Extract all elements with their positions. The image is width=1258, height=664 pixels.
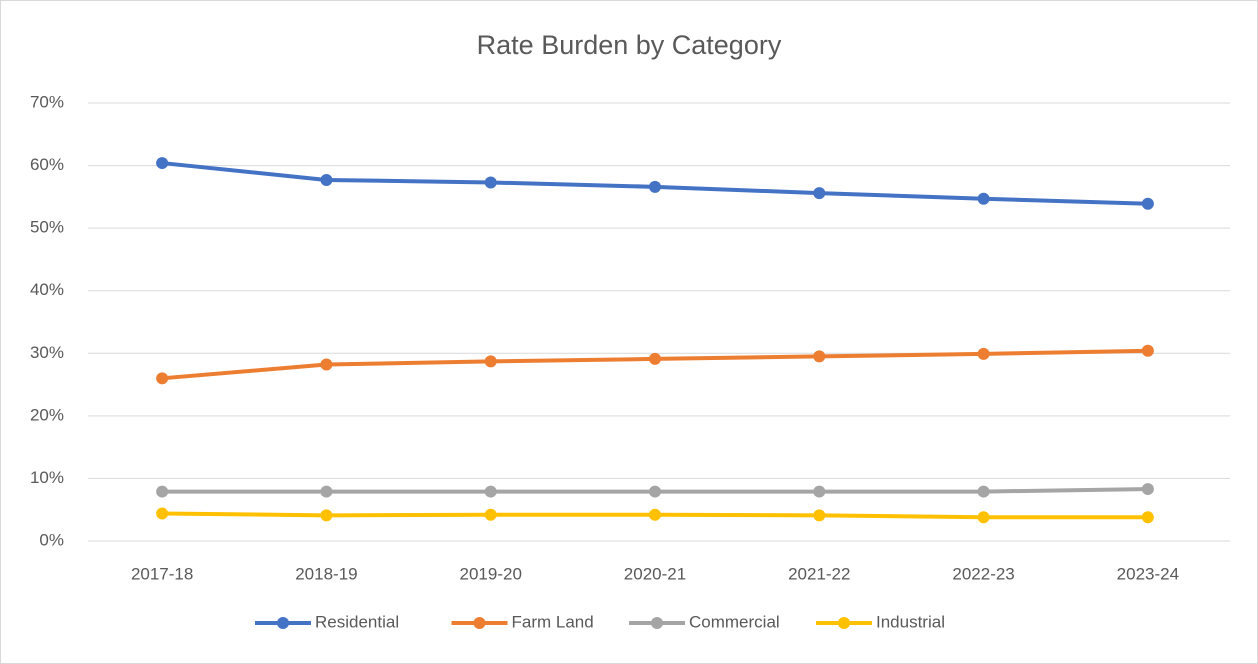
legend-marker [838, 617, 850, 629]
data-point [977, 485, 990, 498]
data-point [484, 176, 497, 189]
legend-marker [651, 617, 663, 629]
data-point [977, 347, 990, 360]
data-point [320, 358, 333, 371]
x-tick-label: 2020-21 [624, 564, 686, 583]
x-tick-label: 2021-22 [788, 564, 850, 583]
y-tick-label: 50% [30, 218, 64, 237]
data-point [1141, 511, 1154, 524]
y-tick-label: 60% [30, 155, 64, 174]
y-tick-label: 10% [30, 468, 64, 487]
x-tick-label: 2017-18 [131, 564, 193, 583]
x-tick-label: 2022-23 [952, 564, 1014, 583]
y-tick-label: 70% [30, 92, 64, 111]
data-point [813, 485, 826, 498]
data-point [813, 509, 826, 522]
data-point [649, 508, 661, 521]
x-tick-label: 2019-20 [460, 564, 522, 583]
legend-marker [473, 617, 486, 629]
y-tick-label: 0% [39, 530, 64, 549]
data-point [156, 507, 169, 520]
y-tick-label: 40% [30, 280, 64, 299]
data-point [813, 187, 826, 200]
data-point [649, 352, 661, 365]
data-point [977, 192, 990, 205]
legend-label: Commercial [689, 612, 780, 631]
data-point [813, 350, 826, 363]
legend-label: Residential [315, 612, 399, 631]
data-point [156, 485, 169, 498]
legend-label: Industrial [876, 612, 945, 631]
x-tick-label: 2018-19 [295, 564, 357, 583]
legend-label: Farm Land [512, 612, 594, 631]
data-point [484, 485, 497, 498]
data-point [649, 485, 661, 498]
y-tick-label: 20% [30, 405, 64, 424]
data-point [320, 485, 333, 498]
data-point [1141, 197, 1154, 210]
data-point [649, 180, 661, 193]
chart-title: Rate Burden by Category [477, 30, 782, 60]
data-point [977, 511, 990, 524]
data-point [320, 173, 333, 186]
data-point [1141, 344, 1154, 357]
data-point [320, 509, 333, 522]
data-point [1141, 483, 1154, 496]
data-point [156, 157, 169, 170]
y-tick-label: 30% [30, 343, 64, 362]
legend-marker [277, 617, 289, 629]
data-point [484, 355, 497, 368]
data-point [156, 372, 169, 385]
x-tick-label: 2023-24 [1117, 564, 1179, 583]
data-point [484, 508, 497, 521]
